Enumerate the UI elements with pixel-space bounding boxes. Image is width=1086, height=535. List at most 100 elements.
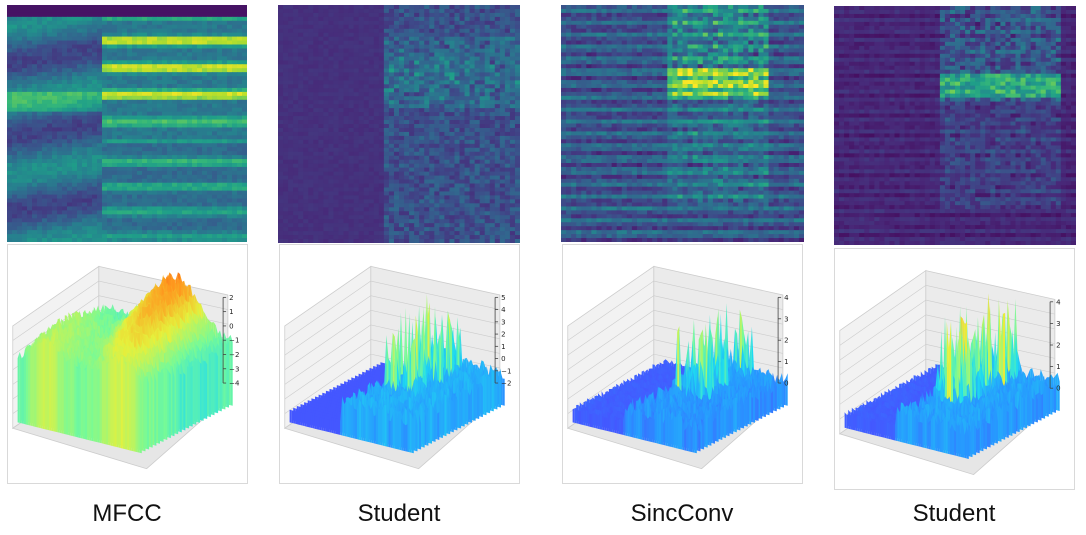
heatmap-cell bbox=[313, 12, 319, 18]
heatmap-cell bbox=[202, 103, 208, 109]
heatmap-cell bbox=[17, 123, 23, 129]
heatmap-cell bbox=[202, 206, 208, 211]
heatmap-cell bbox=[388, 12, 395, 18]
heatmap-cell bbox=[37, 206, 43, 211]
heatmap-cell bbox=[22, 52, 28, 57]
heatmap-cell bbox=[92, 238, 98, 242]
heatmap-cell bbox=[409, 40, 415, 46]
surface-facet bbox=[143, 375, 146, 452]
heatmap-cell bbox=[192, 80, 198, 85]
heatmap-cell bbox=[137, 24, 143, 30]
heatmap-cell bbox=[172, 166, 178, 172]
heatmap-cell bbox=[147, 178, 153, 184]
heatmap-cell bbox=[77, 99, 83, 105]
heatmap-cell bbox=[107, 210, 113, 215]
heatmap-cell bbox=[7, 72, 13, 77]
heatmap-cell bbox=[107, 174, 113, 180]
heatmap-cell bbox=[182, 8, 188, 14]
heatmap-cell bbox=[92, 72, 98, 77]
heatmap-cell bbox=[112, 131, 118, 136]
heatmap-cell bbox=[222, 103, 228, 109]
heatmap-cell bbox=[127, 190, 133, 196]
heatmap-cell bbox=[92, 186, 98, 192]
heatmap-cell bbox=[12, 40, 18, 46]
heatmap-cell bbox=[107, 151, 113, 156]
heatmap-cell bbox=[97, 159, 103, 164]
heatmap-cell bbox=[117, 5, 123, 10]
heatmap-cell bbox=[182, 127, 188, 132]
heatmap-cell bbox=[197, 163, 203, 168]
heatmap-cell bbox=[67, 174, 73, 180]
heatmap-cell bbox=[237, 52, 243, 57]
heatmap-cell bbox=[7, 99, 13, 105]
heatmap-cell bbox=[454, 16, 461, 22]
heatmap-cell bbox=[157, 202, 163, 208]
heatmap-cell bbox=[439, 44, 445, 50]
heatmap-cell bbox=[192, 5, 198, 10]
heatmap-cell bbox=[152, 84, 158, 89]
heatmap-cell bbox=[77, 186, 83, 192]
heatmap-cell bbox=[142, 151, 148, 156]
heatmap-cell bbox=[112, 32, 118, 38]
heatmap-cell bbox=[132, 147, 138, 152]
heatmap-cell bbox=[122, 76, 128, 81]
heatmap-cell bbox=[102, 36, 108, 42]
heatmap-cell bbox=[122, 107, 128, 113]
heatmap-cell bbox=[358, 5, 365, 10]
heatmap-cell bbox=[12, 16, 18, 22]
heatmap-cell bbox=[117, 80, 123, 85]
heatmap-cell bbox=[484, 44, 491, 50]
heatmap-cell bbox=[12, 147, 18, 152]
heatmap-cell bbox=[212, 131, 218, 136]
heatmap-cell bbox=[192, 76, 198, 81]
heatmap-cell bbox=[147, 84, 153, 89]
heatmap-cell bbox=[172, 76, 178, 81]
heatmap-cell bbox=[152, 222, 158, 227]
heatmap-cell bbox=[172, 64, 178, 69]
heatmap-cell bbox=[72, 72, 78, 77]
heatmap-cell bbox=[308, 5, 314, 10]
heatmap-cell bbox=[227, 151, 233, 156]
heatmap-cell bbox=[237, 24, 243, 30]
heatmap-cell bbox=[12, 190, 18, 196]
heatmap-cell bbox=[242, 127, 247, 132]
heatmap-cell bbox=[122, 95, 128, 101]
heatmap-cell bbox=[67, 87, 73, 93]
heatmap-cell bbox=[222, 111, 228, 117]
heatmap-cell bbox=[97, 198, 103, 204]
heatmap-cell bbox=[162, 127, 168, 132]
heatmap-cell bbox=[237, 123, 243, 129]
heatmap-cell bbox=[212, 206, 218, 211]
heatmap-cell bbox=[132, 115, 138, 121]
heatmap-cell bbox=[439, 36, 445, 42]
heatmap-cell bbox=[112, 163, 118, 168]
heatmap-cell bbox=[42, 60, 48, 65]
heatmap-cell bbox=[22, 107, 28, 113]
heatmap-cell bbox=[227, 24, 233, 30]
heatmap-cell bbox=[237, 178, 243, 184]
heatmap-cell bbox=[142, 143, 148, 148]
heatmap-cell bbox=[368, 28, 375, 34]
heatmap-cell bbox=[142, 198, 148, 204]
heatmap-cell bbox=[32, 80, 38, 85]
heatmap-cell bbox=[242, 91, 247, 97]
heatmap-cell bbox=[122, 143, 128, 148]
heatmap-cell bbox=[132, 40, 138, 46]
heatmap-cell bbox=[102, 170, 108, 176]
heatmap-cell bbox=[42, 151, 48, 156]
heatmap-cell bbox=[17, 115, 23, 121]
heatmap-cell bbox=[172, 194, 178, 200]
heatmap-cell bbox=[62, 44, 68, 50]
heatmap-cell bbox=[414, 5, 420, 10]
heatmap-cell bbox=[192, 214, 198, 219]
heatmap-cell bbox=[62, 143, 68, 148]
heatmap-cell bbox=[142, 238, 148, 242]
heatmap-cell bbox=[77, 151, 83, 156]
heatmap-cell bbox=[7, 230, 13, 235]
heatmap-cell bbox=[32, 12, 38, 18]
heatmap-cell bbox=[37, 202, 43, 208]
heatmap-cell bbox=[298, 24, 304, 30]
heatmap-cell bbox=[237, 226, 243, 231]
heatmap-cell bbox=[137, 127, 143, 132]
heatmap-cell bbox=[242, 230, 247, 235]
